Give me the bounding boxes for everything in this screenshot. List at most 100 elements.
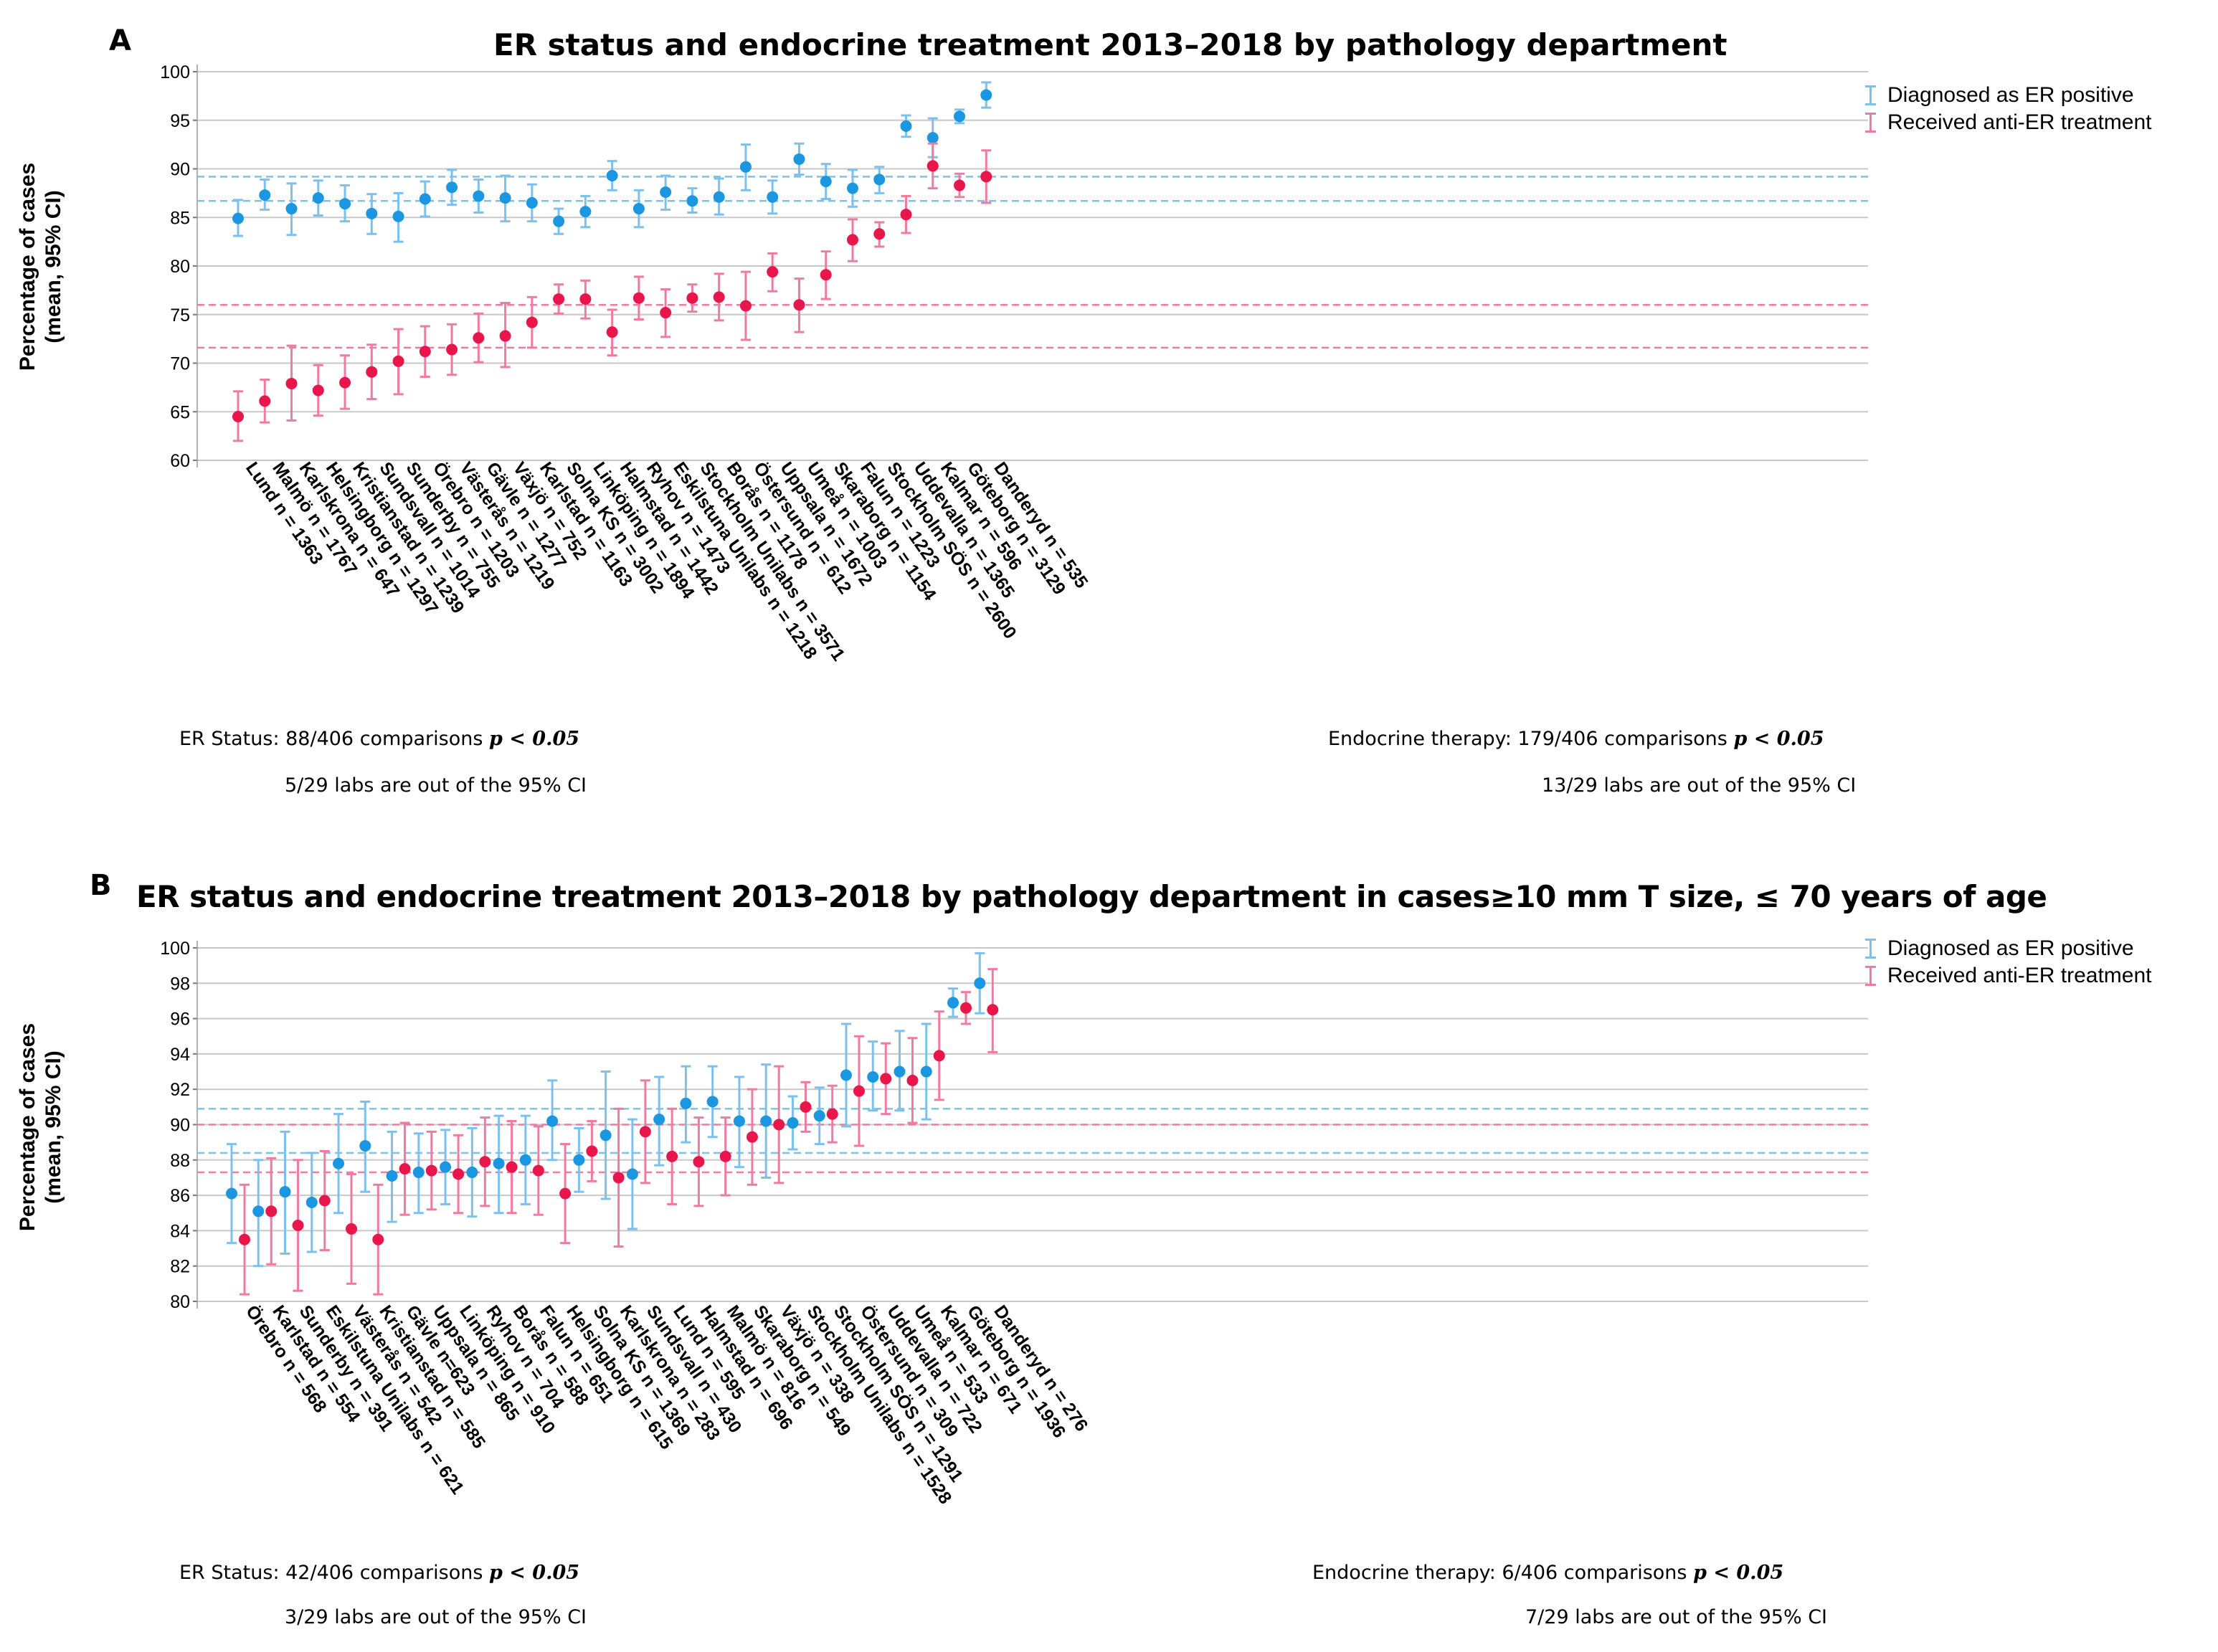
panel-b-y-tick-label: 94: [170, 1045, 190, 1065]
panel-b-point: [452, 1168, 465, 1180]
panel-b-point: [265, 1205, 278, 1217]
panel-a-point: [366, 207, 378, 219]
panel-b-y-tick-label: 82: [170, 1257, 190, 1277]
panel-a-point: [767, 266, 779, 278]
panel-b-note-er-text: ER Status: 42/406 comparisons: [179, 1562, 483, 1584]
panel-b-legend: Diagnosed as ER positive Received anti-E…: [1856, 935, 2152, 989]
panel-a-point: [954, 110, 966, 123]
panel-a-y-tick-label: 80: [170, 257, 190, 277]
panel-a-point: [926, 160, 939, 172]
panel-a-y-tick-label: 85: [170, 208, 190, 228]
panel-b-point: [719, 1150, 731, 1162]
panel-a-y-tick-label: 65: [170, 402, 190, 422]
panel-a-point: [980, 89, 992, 101]
panel-b-y-tick-label: 96: [170, 1010, 190, 1030]
panel-a-point: [419, 346, 431, 358]
panel-b-point: [599, 1129, 612, 1141]
panel-b-point: [693, 1156, 705, 1168]
panel-a-point: [579, 293, 592, 305]
panel-a-point: [739, 300, 752, 312]
panel-b-point: [666, 1150, 678, 1162]
panel-a-point: [900, 120, 912, 132]
panel-b-series-er-positive: [226, 951, 986, 1268]
panel-b-point: [933, 1050, 945, 1062]
legend-er-symbol: [1856, 84, 1885, 107]
panel-a-point: [767, 191, 779, 203]
panel-a-point: [686, 292, 698, 304]
panel-b-point: [706, 1096, 719, 1108]
panel-b-point: [239, 1233, 250, 1245]
panel-b-point: [466, 1167, 478, 1179]
panel-b-point: [947, 997, 959, 1009]
panel-a-point: [980, 171, 992, 183]
panel-a-point: [499, 192, 511, 204]
panel-b-point: [746, 1131, 758, 1143]
panel-a-point: [846, 234, 858, 246]
panel-a-y-axis-label-line1: Percentage of cases: [16, 163, 39, 371]
panel-b-point: [532, 1164, 544, 1177]
panel-a-title: ER status and endocrine treatment 2013–2…: [493, 27, 1728, 62]
panel-b-y-tick-label: 100: [160, 939, 190, 959]
panel-a-note-et-text: Endocrine therapy: 179/406 comparisons: [1328, 728, 1728, 750]
panel-a-point: [312, 384, 324, 397]
panel-b-point: [733, 1115, 745, 1127]
panel-b-note-et-1: Endocrine therapy: 6/406 comparisons p <…: [1312, 1562, 1783, 1584]
panel-b-point: [894, 1065, 906, 1078]
panel-b-note-et-text: Endocrine therapy: 6/406 comparisons: [1312, 1562, 1687, 1584]
panel-a-y-tick-label: 75: [170, 305, 190, 326]
panel-a-point: [954, 179, 966, 191]
panel-b-point: [399, 1163, 411, 1175]
panel-b-point: [573, 1154, 585, 1166]
panel-b-point: [559, 1187, 572, 1200]
panel-a-point: [632, 203, 645, 215]
panel-b-point: [612, 1172, 625, 1184]
panel-b-point: [519, 1154, 531, 1166]
panel-b-point: [506, 1161, 518, 1173]
panel-a-point: [579, 206, 592, 218]
panel-b-gridlines: [197, 947, 1868, 1302]
panel-a-y-tick-label: 95: [170, 111, 190, 131]
panel-b-y-axis-label-line1: Percentage of cases: [16, 1023, 39, 1231]
panel-a-note-er-p: p < 0.05: [489, 728, 580, 750]
panel-b-point: [412, 1167, 425, 1179]
panel-a-y-tick-label: 100: [160, 62, 190, 82]
panel-b-point: [987, 1004, 999, 1016]
panel-b-point: [867, 1071, 879, 1083]
panel-b-note-er-1: ER Status: 42/406 comparisons p < 0.05: [179, 1562, 579, 1584]
panel-a-point: [232, 212, 244, 224]
panel-b-point: [359, 1140, 371, 1152]
panel-a-point: [606, 326, 618, 338]
panel-b-point: [292, 1220, 304, 1232]
panel-a-note-er-2: 5/29 labs are out of the 95% CI: [285, 774, 587, 797]
panel-a-point: [660, 186, 672, 199]
panel-a-point: [873, 228, 886, 240]
legend-b-treat-symbol: [1856, 964, 1885, 987]
panel-b-y-tick-label: 88: [170, 1151, 190, 1171]
legend-b-item-er: Diagnosed as ER positive: [1856, 935, 2152, 962]
panel-a-point: [526, 196, 538, 209]
panel-b-point: [840, 1069, 852, 1081]
panel-b-point: [440, 1161, 452, 1173]
panel-a-point: [739, 161, 752, 173]
panel-b-point: [226, 1187, 237, 1200]
panel-b-point: [920, 1065, 932, 1078]
panel-a-y-tick-label: 60: [170, 451, 190, 471]
panel-b-point: [626, 1168, 638, 1180]
panel-b-point: [305, 1196, 318, 1208]
panel-b-point: [906, 1074, 919, 1086]
legend-item-er: Diagnosed as ER positive: [1856, 82, 2152, 109]
panel-b-point: [760, 1115, 772, 1127]
panel-a-point: [900, 209, 912, 221]
panel-a-series-anti-er-treatment: [232, 142, 992, 442]
panel-b-note-er-2: 3/29 labs are out of the 95% CI: [285, 1606, 587, 1628]
panel-b-y-tick-label: 86: [170, 1186, 190, 1206]
panel-a-y-tick-label: 90: [170, 160, 190, 180]
panel-b-y-tick-label: 80: [170, 1292, 190, 1312]
panel-b-point: [279, 1186, 291, 1198]
panel-a-note-et-2: 13/29 labs are out of the 95% CI: [1542, 774, 1857, 797]
panel-a-point: [553, 293, 565, 305]
panel-b-point: [386, 1169, 398, 1182]
legend-b-er-symbol: [1856, 937, 1885, 960]
panel-a-point: [686, 195, 698, 207]
